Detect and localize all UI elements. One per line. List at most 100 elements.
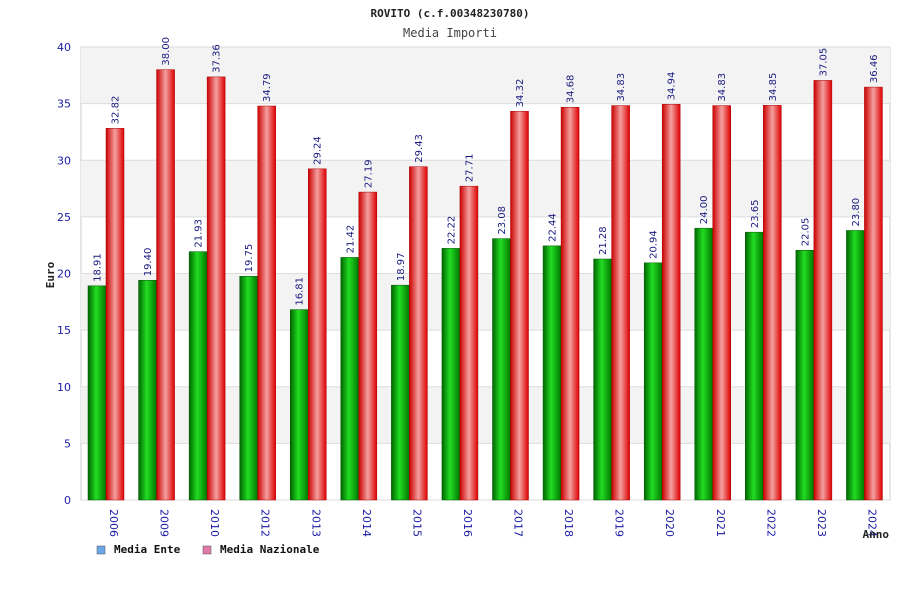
legend-swatch-media-nazionale (202, 545, 212, 555)
data-label: 24.00 (699, 196, 710, 225)
data-label: 23.08 (497, 206, 508, 235)
x-tick-label: 2022 (764, 509, 777, 537)
data-label: 22.44 (548, 213, 559, 242)
y-tick-label: 40 (57, 41, 71, 54)
y-tick-label: 0 (64, 494, 71, 507)
chart-title: ROVITO (c.f.00348230780) (371, 7, 530, 20)
data-label: 34.83 (717, 73, 728, 102)
bars: 18.91 32.82 19.40 38.00 21.93 37.36 19.75 34.79… (87, 37, 883, 501)
data-label: 32.82 (111, 96, 122, 125)
data-label: 34.83 (616, 73, 627, 102)
y-tick-label: 25 (57, 211, 71, 224)
bar-media-ente (188, 251, 208, 501)
x-tick-label: 2010 (208, 509, 221, 537)
bar-media-nazionale (206, 76, 226, 501)
data-label: 34.85 (768, 73, 779, 102)
x-tick-label: 2009 (158, 509, 171, 537)
x-tick-label: 2016 (461, 509, 474, 537)
data-label: 27.19 (363, 159, 374, 188)
x-tick-label: 2013 (309, 509, 322, 537)
x-tick-label: 2017 (512, 509, 525, 537)
x-tick-label: 2021 (714, 509, 727, 537)
data-label: 27.71 (464, 154, 475, 183)
data-label: 19.40 (143, 248, 154, 277)
bar-media-nazionale (409, 166, 428, 501)
data-label: 29.24 (313, 136, 324, 165)
bar-media-ente (391, 284, 410, 501)
bar-media-nazionale (864, 86, 883, 501)
y-tick-label: 5 (64, 437, 71, 450)
legend-label-media-ente: Media Ente (114, 543, 181, 556)
bar-media-nazionale (358, 191, 378, 501)
x-tick-label: 2019 (613, 509, 626, 537)
data-label: 34.94 (667, 72, 678, 101)
bar-media-nazionale (308, 168, 327, 501)
bar-media-ente (492, 238, 511, 501)
x-axis-ticks: 2006 2009 2010 2012 2013 2014 2015 2016 2017 2018… (107, 509, 878, 537)
data-label: 29.43 (414, 134, 425, 163)
data-label: 34.79 (262, 73, 273, 102)
bar-media-ente (745, 231, 764, 501)
legend-swatch-media-ente (96, 545, 106, 555)
data-label: 19.75 (244, 244, 255, 273)
data-label: 18.97 (396, 253, 407, 282)
legend: Media Ente Media Nazionale (96, 543, 320, 556)
bar-media-nazionale (611, 105, 630, 501)
data-label: 34.32 (515, 79, 526, 108)
bar-media-ente (694, 227, 713, 501)
bar-media-nazionale (712, 105, 731, 501)
bar-media-ente (593, 258, 612, 501)
y-tick-label: 10 (57, 381, 71, 394)
y-tick-label: 15 (57, 324, 71, 337)
legend-label-media-nazionale: Media Nazionale (220, 543, 320, 556)
data-label: 23.65 (750, 200, 761, 229)
data-label: 21.42 (345, 225, 356, 254)
x-tick-label: 2018 (562, 509, 575, 537)
data-label: 37.36 (212, 44, 223, 73)
y-tick-label: 30 (57, 154, 71, 167)
bar-media-nazionale (459, 185, 479, 501)
bar-media-nazionale (510, 111, 529, 501)
bar-media-ente (340, 257, 360, 501)
y-tick-label: 20 (57, 268, 71, 281)
y-tick-label: 35 (57, 98, 71, 111)
bar-media-nazionale (560, 106, 580, 501)
bar-media-ente (290, 309, 309, 501)
data-label: 20.94 (649, 230, 660, 259)
data-label: 16.81 (295, 277, 306, 306)
bar-media-ente (239, 276, 258, 501)
bar-media-ente (87, 285, 107, 501)
y-axis-ticks: 0 5 10 15 20 25 30 35 40 (57, 41, 71, 507)
bar-media-ente (542, 245, 562, 501)
bar-media-nazionale (813, 80, 833, 501)
x-tick-label: 2023 (815, 509, 828, 537)
bar-media-ente (441, 248, 461, 501)
data-label: 23.80 (851, 198, 862, 227)
chart-subtitle: Media Importi (403, 26, 497, 40)
x-tick-label: 2015 (410, 509, 423, 537)
x-tick-label: 2024 (865, 509, 878, 537)
data-label: 21.28 (598, 226, 609, 255)
data-label: 22.22 (446, 216, 457, 245)
bar-media-ente (846, 230, 865, 501)
data-label: 21.93 (194, 219, 205, 248)
data-label: 36.46 (869, 54, 880, 83)
y-axis-label: Euro (44, 261, 57, 288)
x-axis-label: Anno (863, 528, 890, 541)
bar-media-nazionale (156, 69, 175, 501)
data-label: 37.05 (818, 48, 829, 77)
bar-media-ente (138, 280, 157, 501)
data-label: 22.05 (800, 218, 811, 247)
bar-media-ente (795, 250, 815, 501)
bar-media-nazionale (763, 105, 782, 501)
bar-media-nazionale (661, 104, 681, 501)
x-tick-label: 2012 (259, 509, 272, 537)
x-tick-label: 2020 (663, 509, 676, 537)
data-label: 18.91 (93, 253, 104, 282)
bar-media-ente (643, 262, 663, 501)
x-tick-label: 2006 (107, 509, 120, 537)
bar-media-nazionale (257, 105, 276, 501)
data-label: 38.00 (161, 37, 172, 66)
data-label: 34.68 (566, 75, 577, 104)
